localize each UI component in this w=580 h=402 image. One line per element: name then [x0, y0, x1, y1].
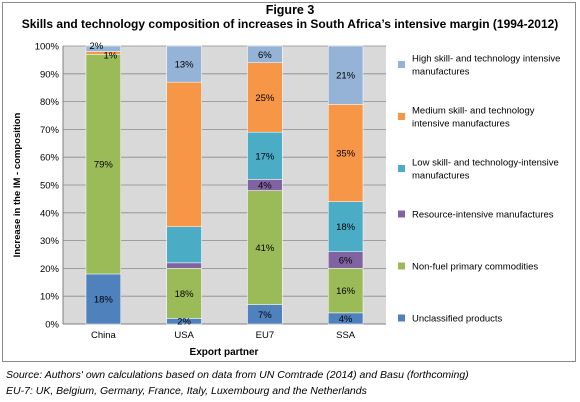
eu7-note: EU-7: UK, Belgium, Germany, France, Ital… [6, 385, 367, 397]
chart-title: Skills and technology composition of inc… [21, 17, 559, 31]
figure-label: Figure 3 [265, 3, 315, 17]
source-note: Source: Authors' own calculations based … [6, 369, 469, 381]
figure-frame [2, 2, 576, 362]
